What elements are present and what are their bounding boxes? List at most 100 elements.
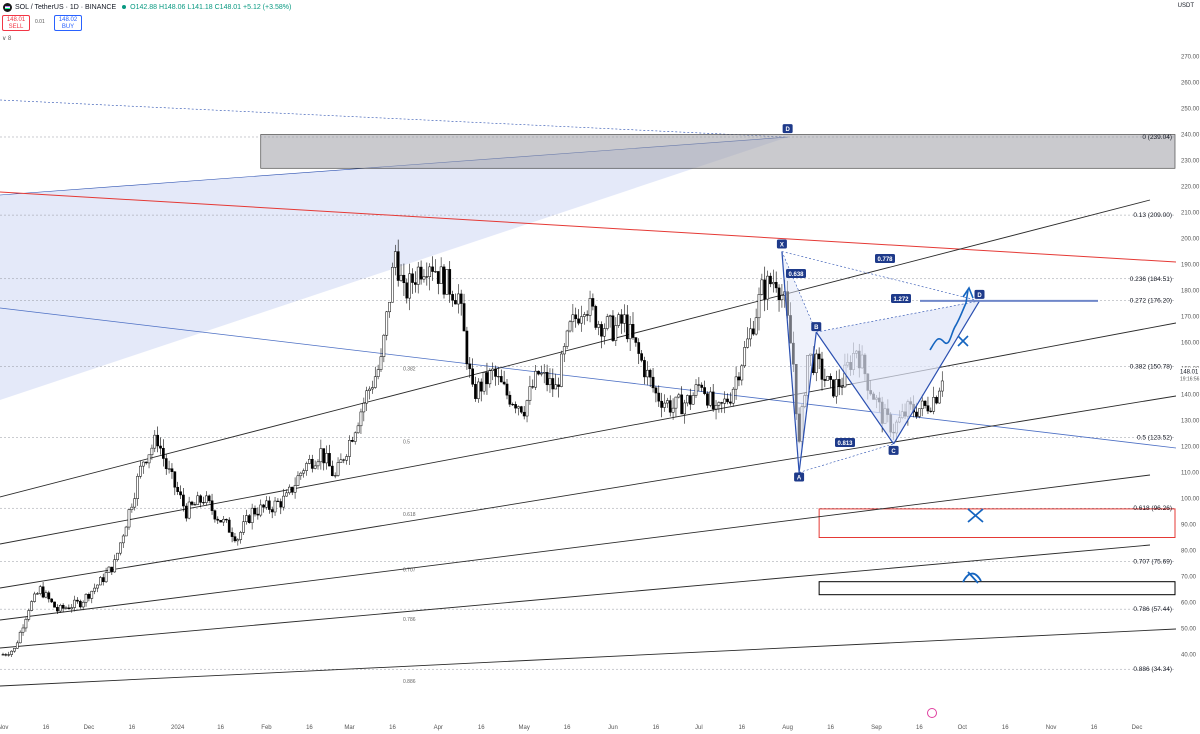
point-d-text: D [977,293,982,299]
candle-body [442,266,446,295]
candle-body [351,439,354,442]
candle-body [763,279,767,300]
candle-body [13,648,16,652]
price-tick-label: 140.00 [1181,393,1200,399]
candle-body [734,376,738,390]
candle-body [703,387,706,394]
fib-level-label: 0.618 (96.26) [1133,505,1172,512]
candle-body [528,386,532,401]
time-tick-label: Oct [958,725,968,731]
time-tick-label: 16 [43,725,50,731]
candle-body [674,396,678,409]
point-c-text: C [891,449,896,455]
candle-body [620,314,623,324]
candle-body [743,347,747,367]
candle-body [929,410,933,412]
buy-button[interactable]: 148.02 BUY [54,15,82,31]
time-axis: Nov 16 Dec 16 2024 16 Feb 16 Mar 16 Apr 16 May 16 Jun 1… [0,725,1142,731]
ratio-label-text: 1.272 [893,297,909,303]
candle-body [482,372,486,392]
price-tick-label: 170.00 [1181,315,1200,321]
candle-body [76,599,79,602]
candle-body [56,607,59,612]
candle-body [64,607,68,609]
candle-body [270,509,274,513]
candle-body [514,404,517,409]
candle-body [832,379,835,397]
point-c [888,445,899,455]
candle-body [78,600,82,608]
sell-price: 148.01 [6,17,26,23]
last-price-tag [1177,367,1200,383]
candle-body [164,458,168,470]
candle-body [617,314,621,326]
candle-body [276,500,280,502]
candle-body [751,328,755,335]
candle-body [293,485,297,493]
candle-body [714,404,718,410]
candle-body [15,642,19,649]
candle-body [471,368,474,385]
time-tick-label: 16 [1091,725,1098,731]
candle-body [425,276,429,278]
symbol-title[interactable]: SOL / TetherUS · 1D · BINANCE [15,3,117,11]
candle-body [840,386,844,388]
candle-body [256,513,260,516]
candle-body [210,500,214,511]
candle-body [27,610,31,620]
candle-body [774,281,778,289]
candle-body [477,381,480,399]
candle-body [488,370,492,385]
time-tick-label: 16 [217,725,224,731]
candle-body [325,453,328,464]
point-a-text: A [797,476,802,482]
candle-body [414,282,417,285]
candle-body [554,384,558,390]
candle-body [445,269,449,295]
large-pattern-point-d [782,124,793,134]
price-tick-label: 90.00 [1181,523,1197,529]
candle-body [305,463,308,471]
sell-label: SELL [8,24,24,30]
leg-ab [798,332,817,473]
candle-body [159,445,162,449]
fib-level-label: 0.886 (34.34) [1133,666,1172,673]
blue-trendline [0,307,1176,449]
price-tick-label: 230.00 [1181,159,1200,165]
candle-body [253,507,257,515]
bcd-triangle-fill [816,300,980,444]
candle-body [497,376,500,378]
time-tick-label: 16 [827,725,834,731]
candle-body [757,294,761,319]
candle-body [600,324,603,337]
candle-body [537,370,540,375]
candle-body [265,500,268,508]
candle-body [342,459,346,461]
emoji-icon[interactable] [927,708,937,718]
candle-body [4,654,8,656]
point-x-text: X [780,243,784,249]
candle-body [245,515,248,522]
time-tick-label: Sep [871,725,882,731]
candle-body [542,372,546,374]
time-tick-label: 16 [129,725,136,731]
candle-body [749,328,752,340]
fib-inner-label: 0.5 [403,439,410,445]
channel-line [0,322,1176,545]
candle-body [534,370,537,388]
candle-body [462,303,466,332]
candle-body [107,566,111,573]
price-tick-label: 120.00 [1181,445,1200,451]
candle-body [814,353,818,374]
point-a [794,472,805,482]
ratio-label-text: 0.778 [877,257,893,263]
zone-red-target [818,508,1176,538]
indicators-toggle[interactable]: ∨ 8 [2,36,12,42]
candle-body [322,448,326,464]
zone-supply [260,134,1176,169]
projection-arrow [929,289,969,351]
sell-button[interactable]: 148.01 SELL [2,15,30,31]
candle-body [216,518,220,521]
candle-body [250,507,254,523]
